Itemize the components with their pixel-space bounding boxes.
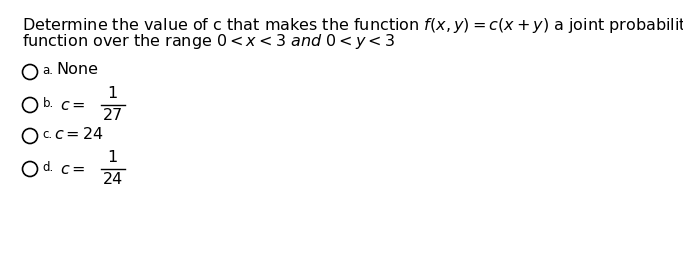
Text: b.: b. (42, 97, 54, 110)
Text: a.: a. (42, 64, 53, 76)
Text: None: None (57, 62, 98, 78)
Text: d.: d. (42, 161, 54, 174)
Text: 24: 24 (102, 172, 123, 187)
Text: c.: c. (42, 128, 53, 141)
Text: $c =$: $c =$ (61, 97, 86, 112)
Text: function over the range $0 < x < 3$ $and$ $0 < y < 3$: function over the range $0 < x < 3$ $and… (22, 32, 395, 51)
Text: 27: 27 (102, 109, 123, 124)
Text: 1: 1 (107, 86, 117, 102)
Text: $c = 24$: $c = 24$ (55, 126, 104, 142)
Text: 1: 1 (107, 150, 117, 165)
Text: Determine the value of c that makes the function $f(x, y) = c(x + y)$ a joint pr: Determine the value of c that makes the … (22, 16, 683, 35)
Text: $c =$: $c =$ (61, 162, 86, 177)
